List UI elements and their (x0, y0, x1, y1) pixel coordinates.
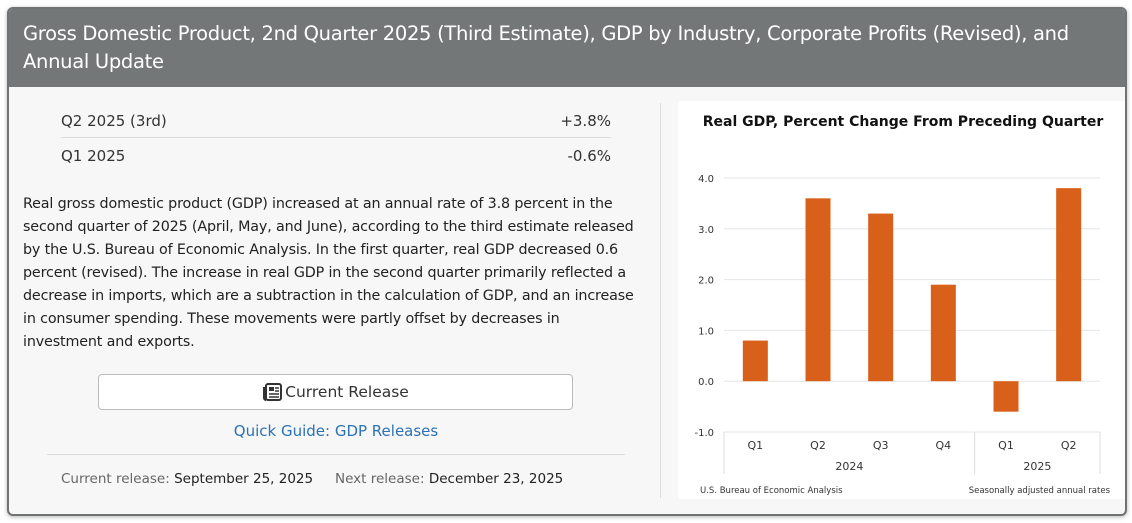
chart-title: Real GDP, Percent Change From Preceding … (703, 114, 1104, 130)
release-title: Gross Domestic Product, 2nd Quarter 2025… (9, 9, 1125, 87)
x-tick-label: Q3 (873, 439, 889, 452)
gdp-chart: Real GDP, Percent Change From Preceding … (678, 101, 1125, 499)
column-divider (660, 103, 661, 498)
stat-value: -0.6% (567, 146, 611, 165)
next-release-info: Next release: December 23, 2025 (335, 471, 563, 487)
x-tick-label: Q1 (747, 439, 763, 452)
current-release-date: September 25, 2025 (174, 471, 314, 487)
bar (1056, 188, 1082, 382)
current-release-label: Current Release (285, 383, 409, 401)
chart-source: U.S. Bureau of Economic Analysis (700, 486, 843, 496)
divider (47, 454, 625, 455)
quick-guide-link[interactable]: Quick Guide: GDP Releases (233, 422, 439, 440)
y-tick-label: 0.0 (698, 377, 714, 388)
chart-units-note: Seasonally adjusted annual rates (969, 486, 1111, 496)
x-group-label: 2024 (835, 460, 863, 473)
stat-label: Q2 2025 (3rd) (61, 112, 167, 130)
y-tick-label: 1.0 (698, 326, 714, 337)
current-release-button[interactable]: Current Release (98, 374, 573, 410)
x-tick-label: Q1 (998, 439, 1014, 452)
x-tick-label: Q4 (935, 439, 951, 452)
bar (742, 340, 768, 382)
y-tick-label: 2.0 (698, 276, 714, 287)
bar (930, 284, 956, 382)
current-release-label: Current release: (61, 471, 170, 487)
current-release-info: Current release: September 25, 2025 (61, 471, 313, 487)
next-release-label: Next release: (335, 471, 425, 487)
y-tick-label: 3.0 (698, 225, 714, 236)
stat-label: Q1 2025 (61, 146, 126, 165)
release-card: Gross Domestic Product, 2nd Quarter 2025… (7, 7, 1127, 516)
stat-row: Q2 2025 (3rd) +3.8% (61, 105, 611, 138)
y-tick-label: 4.0 (698, 174, 714, 185)
release-description: Real gross domestic product (GDP) increa… (23, 196, 634, 350)
y-tick-label: -1.0 (694, 428, 714, 439)
stat-row: Q1 2025 -0.6% (61, 139, 611, 172)
x-tick-label: Q2 (1061, 439, 1077, 452)
stat-value: +3.8% (560, 112, 611, 130)
x-group-label: 2025 (1023, 460, 1051, 473)
x-tick-label: Q2 (810, 439, 826, 452)
newspaper-icon (263, 383, 283, 401)
bar (993, 381, 1019, 412)
next-release-date: December 23, 2025 (428, 471, 564, 487)
gdp-bar-chart: Real GDP, Percent Change From Preceding … (694, 114, 1111, 496)
bar (805, 198, 831, 382)
bar (868, 213, 894, 382)
